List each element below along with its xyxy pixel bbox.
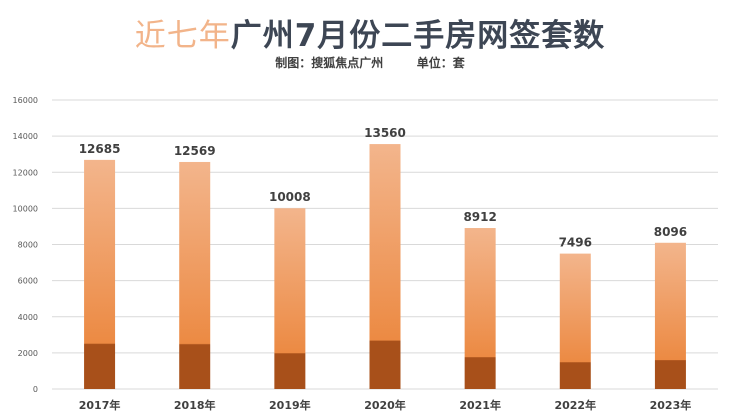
y-tick-label: 6000 bbox=[18, 277, 38, 286]
data-label: 12569 bbox=[174, 144, 216, 158]
data-labels: 12685 12569 10008 13560 8912 7496 8096 bbox=[79, 126, 687, 250]
y-tick-label: 2000 bbox=[18, 349, 38, 358]
bar-2023年 bbox=[654, 242, 686, 389]
data-label: 8912 bbox=[463, 210, 496, 224]
y-tick-label: 14000 bbox=[13, 132, 38, 141]
y-tick-label: 0 bbox=[33, 385, 38, 394]
x-tick-label: 2017年 bbox=[79, 398, 121, 412]
x-tick-label: 2021年 bbox=[459, 398, 501, 412]
x-tick-label: 2020年 bbox=[364, 398, 406, 412]
x-tick-label: 2019年 bbox=[269, 398, 311, 412]
chart-title-part1: 近七年 bbox=[134, 18, 231, 54]
data-label: 12685 bbox=[79, 142, 121, 156]
chart-title: 近七年广州7月份二手房网签套数 bbox=[0, 10, 740, 55]
data-label: 13560 bbox=[364, 126, 406, 140]
data-label: 8096 bbox=[654, 225, 687, 239]
chart-subtitle: 制图：搜狐焦点广州 单位：套 bbox=[275, 56, 465, 70]
y-tick-label: 4000 bbox=[18, 313, 38, 322]
bar-2020年 bbox=[369, 144, 401, 389]
bar-2022年 bbox=[559, 253, 591, 389]
bar-2018年 bbox=[179, 161, 211, 389]
x-tick-label: 2022年 bbox=[554, 398, 596, 412]
bar-2017年 bbox=[84, 159, 116, 389]
data-label: 7496 bbox=[559, 236, 592, 250]
x-axis-ticks: 2017年 2018年 2019年 2020年 2021年 2022年 2023年 bbox=[79, 398, 691, 412]
x-tick-label: 2023年 bbox=[650, 398, 692, 412]
y-tick-label: 10000 bbox=[13, 204, 38, 213]
y-tick-label: 16000 bbox=[13, 96, 38, 105]
data-label: 10008 bbox=[269, 190, 311, 204]
bars bbox=[84, 144, 686, 389]
chart-title-part2: 广州7月份二手房网签套数 bbox=[230, 18, 606, 54]
y-axis-ticks: 0 2000 4000 6000 8000 10000 12000 14000 16000 bbox=[13, 96, 38, 394]
x-tick-label: 2018年 bbox=[174, 398, 216, 412]
bar-2021年 bbox=[464, 228, 496, 389]
y-tick-label: 8000 bbox=[18, 241, 38, 250]
bar-2019年 bbox=[274, 208, 306, 389]
y-tick-label: 12000 bbox=[13, 168, 38, 177]
